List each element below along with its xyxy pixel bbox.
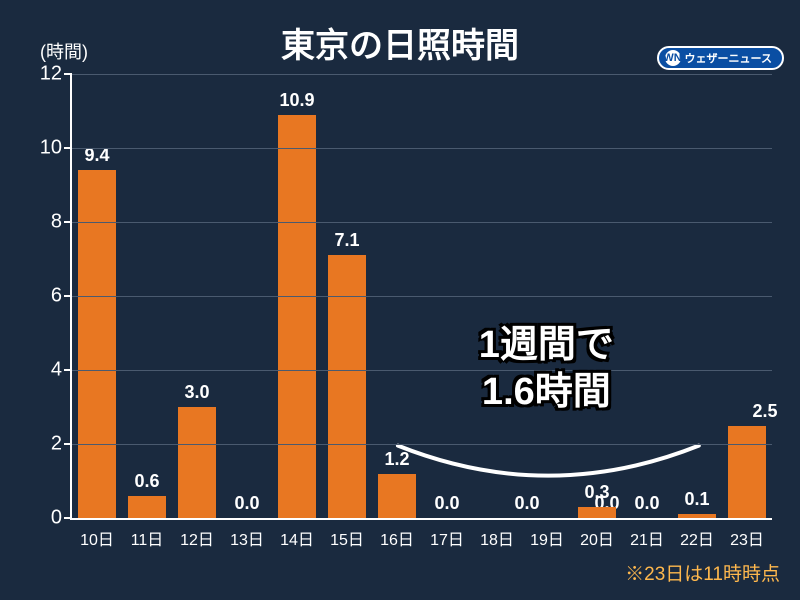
gridline	[72, 222, 772, 223]
x-tick-label: 21日	[630, 526, 664, 550]
y-axis-unit: (時間)	[40, 38, 88, 64]
bar-value-label: 0.6	[134, 471, 159, 492]
x-tick-label: 16日	[380, 526, 414, 550]
logo-text: ウェザーニュース	[685, 50, 772, 66]
x-tick-label: 11日	[131, 526, 164, 550]
y-tick-label: 6	[51, 285, 72, 308]
annotation-line2: 1.6時間	[479, 369, 614, 417]
x-tick-label: 18日	[480, 526, 514, 550]
annotation-text: 1週間で 1.6時間	[479, 322, 614, 417]
weathernews-logo: WN ウェザーニュース	[657, 46, 784, 70]
bar: 10.9	[278, 115, 316, 518]
gridline	[72, 296, 772, 297]
y-tick-label: 0	[51, 507, 72, 530]
x-tick-label: 15日	[330, 526, 364, 550]
bar-value-label: 3.0	[184, 382, 209, 403]
bar-value-label: 10.9	[279, 90, 314, 111]
bar-value-label: 2.5	[752, 401, 777, 422]
logo-wn-icon: WN	[665, 50, 681, 66]
bar-value-label: 0.1	[684, 489, 709, 510]
bar-value-label: 0.3	[584, 482, 609, 503]
gridline	[72, 444, 772, 445]
footnote: ※23日は11時時点	[625, 559, 780, 586]
bar: 7.1	[328, 255, 366, 518]
bar: 2.5	[728, 426, 766, 519]
x-tick-label: 22日	[680, 526, 714, 550]
bar: 0.1	[678, 514, 716, 518]
annotation-line1: 1週間で	[479, 322, 614, 370]
bar-value-label: 0.0	[634, 493, 659, 514]
y-tick-label: 8	[51, 210, 72, 233]
x-tick-label: 17日	[430, 526, 464, 550]
gridline	[72, 148, 772, 149]
y-tick-label: 4	[51, 358, 72, 381]
bar-value-label: 7.1	[334, 230, 359, 251]
bar: 1.2	[378, 474, 416, 518]
x-tick-label: 14日	[280, 526, 314, 550]
bar-value-label: 0.0	[434, 493, 459, 514]
bar: 0.6	[128, 496, 166, 518]
x-tick-label: 19日	[530, 526, 564, 550]
y-tick-label: 10	[40, 136, 72, 159]
x-tick-label: 20日	[580, 526, 614, 550]
x-tick-label: 10日	[80, 526, 114, 550]
x-tick-label: 13日	[230, 526, 264, 550]
y-tick-label: 2	[51, 433, 72, 456]
bar-value-label: 0.0	[234, 493, 259, 514]
bar-chart: 9.410日0.611日3.012日0.013日10.914日7.115日1.2…	[70, 74, 772, 520]
bar: 3.0	[178, 407, 216, 518]
bar: 0.3	[578, 507, 616, 518]
y-tick-label: 12	[40, 63, 72, 86]
bar-value-label: 1.2	[384, 449, 409, 470]
chart-title: 東京の日照時間	[281, 18, 519, 67]
x-tick-label: 12日	[180, 526, 214, 550]
x-tick-label: 23日	[730, 526, 764, 550]
gridline	[72, 370, 772, 371]
gridline	[72, 74, 772, 75]
